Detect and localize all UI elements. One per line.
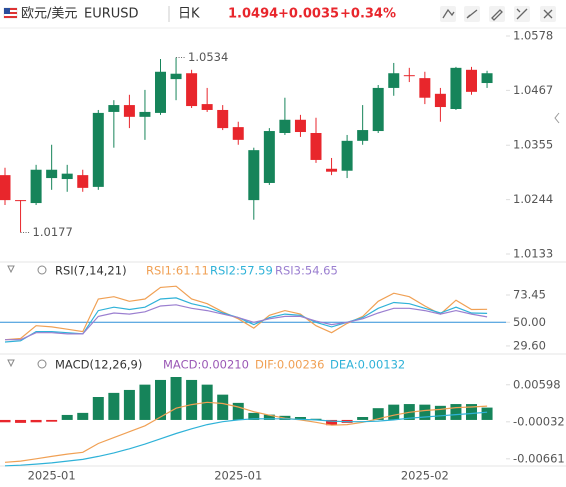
flag	[3, 7, 18, 19]
candle-body	[403, 75, 415, 77]
macd-bar	[0, 419, 11, 423]
y-tick-label: 73.45	[513, 288, 546, 302]
annotation: 1.0534	[188, 50, 228, 64]
candle-body	[201, 104, 213, 110]
macd-bar	[108, 392, 120, 420]
macd-bar	[357, 417, 369, 420]
y-tick-label: 1.0133	[513, 247, 553, 261]
indicator-line	[4, 401, 488, 463]
y-tick-label: 1.0578	[513, 29, 553, 43]
y-tick-label: 29.60	[513, 338, 546, 352]
macd-bar	[232, 402, 244, 420]
legend-entry: DIF:0.00236	[255, 358, 324, 372]
y-tick-label: 0.00598	[513, 377, 561, 391]
candle-body	[248, 150, 260, 201]
macd-bar	[170, 377, 182, 420]
y-tick-label: 1.0355	[513, 138, 553, 152]
macd-bar	[481, 407, 493, 420]
rsi-title: RSI(7,14,21)	[55, 264, 127, 278]
candle-body	[326, 168, 338, 172]
candle-body	[263, 131, 275, 183]
macd-bar	[139, 384, 151, 420]
candle-body	[170, 73, 182, 80]
legend-entry: RSI2:57.59	[210, 264, 273, 278]
candle-body	[419, 78, 431, 98]
macd-bar	[155, 379, 166, 420]
indicator-line	[5, 304, 488, 341]
y-tick-label: 50.00	[513, 315, 546, 329]
change-pct: +0.34%	[340, 7, 396, 22]
macd-bar	[92, 397, 104, 420]
toolbar[interactable]	[440, 6, 556, 22]
y-tick-label: -0.00661	[513, 451, 565, 465]
macd-bar	[186, 379, 198, 420]
macd-bar	[326, 419, 338, 426]
y-tick-label: -0.00032	[513, 414, 565, 428]
pair-name: 欧元/美元	[21, 7, 77, 22]
x-tick-label: 2025-02	[401, 469, 449, 483]
candle-body	[232, 127, 244, 140]
candle-body	[310, 132, 322, 160]
change: +0.0035	[278, 7, 339, 22]
panel-icons[interactable]	[7, 265, 47, 369]
candle-body	[481, 73, 493, 84]
candle-body	[372, 87, 384, 132]
candle-body	[450, 67, 462, 109]
candle-body	[46, 169, 58, 179]
candle-body	[108, 105, 120, 112]
candle-body	[0, 175, 11, 201]
macd-bar	[434, 405, 446, 420]
candle-body	[155, 71, 166, 113]
x-tick-label: 2025-01	[28, 469, 76, 483]
y-tick-label: 1.0244	[513, 192, 553, 206]
candle-body	[341, 140, 353, 171]
candle-body	[294, 119, 306, 133]
legend-entry: DEA:0.00132	[330, 358, 405, 372]
candle-body	[466, 69, 477, 92]
candle-body	[434, 93, 446, 108]
macd-bar	[263, 414, 275, 420]
macd-bar	[294, 417, 306, 420]
candle-body	[388, 73, 400, 88]
macd-bar	[466, 404, 477, 420]
candle-body	[15, 200, 27, 202]
candle-body	[30, 169, 42, 204]
annotation: 1.0177	[33, 225, 73, 239]
y-tick-label: 1.0467	[513, 83, 553, 97]
macd-bar	[123, 389, 135, 420]
macd-bar	[77, 412, 89, 420]
candle-body	[279, 119, 291, 133]
candle-body	[139, 111, 151, 117]
macd-bar	[30, 419, 42, 423]
macd-bar	[419, 404, 431, 420]
indicator-line	[4, 285, 488, 341]
candle-body	[61, 173, 73, 180]
candle-body	[92, 112, 104, 187]
legend-entry: RSI3:54.65	[275, 264, 338, 278]
candle-body	[357, 130, 369, 141]
legend-entry: RSI1:61.11	[146, 264, 209, 278]
macd-bar	[15, 419, 27, 423]
x-tick-label: 2025-01	[214, 469, 262, 483]
macd-bar	[450, 404, 462, 420]
macd-title: MACD(12,26,9)	[55, 358, 142, 372]
candle-body	[217, 109, 229, 129]
macd-bar	[388, 404, 400, 420]
legend-entry: MACD:0.00210	[163, 358, 249, 372]
macd-bar	[46, 419, 58, 422]
collapse-arrow[interactable]	[554, 112, 560, 124]
symbol: EURUSD	[84, 7, 139, 22]
macd-bar	[217, 394, 229, 420]
macd-bar	[61, 414, 73, 420]
indicator-line	[4, 411, 488, 467]
indicator-line	[4, 297, 488, 343]
candle-body	[123, 105, 135, 117]
macd-bar	[248, 412, 260, 420]
macd-bar	[372, 408, 384, 420]
candle-body	[186, 73, 198, 107]
period: 日K	[178, 7, 200, 22]
price: 1.0494	[228, 7, 278, 22]
candle-body	[77, 175, 89, 188]
